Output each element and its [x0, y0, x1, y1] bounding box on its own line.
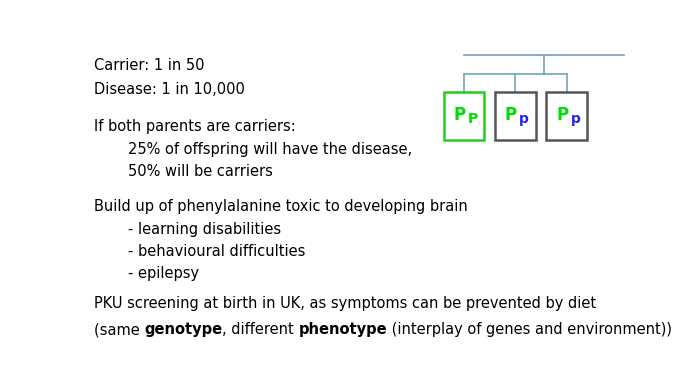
Text: Build up of phenylalanine toxic to developing brain: Build up of phenylalanine toxic to devel…: [94, 199, 468, 214]
Text: genotype: genotype: [144, 322, 222, 337]
Text: 50% will be carriers: 50% will be carriers: [128, 164, 273, 179]
FancyBboxPatch shape: [547, 92, 587, 140]
Text: - epilepsy: - epilepsy: [128, 266, 199, 281]
Text: Disease: 1 in 10,000: Disease: 1 in 10,000: [94, 81, 245, 97]
Text: If both parents are carriers:: If both parents are carriers:: [94, 119, 296, 134]
Text: p: p: [570, 112, 580, 126]
Text: PKU screening at birth in UK, as symptoms can be prevented by diet: PKU screening at birth in UK, as symptom…: [94, 296, 596, 311]
Text: P: P: [454, 106, 466, 124]
FancyBboxPatch shape: [444, 92, 484, 140]
Text: Carrier: 1 in 50: Carrier: 1 in 50: [94, 58, 204, 73]
Text: P: P: [468, 112, 477, 126]
Text: (interplay of genes and environment)): (interplay of genes and environment)): [387, 322, 672, 337]
Text: (same: (same: [94, 322, 144, 337]
Text: P: P: [505, 106, 517, 124]
Text: phenotype: phenotype: [298, 322, 387, 337]
Text: P: P: [556, 106, 568, 124]
Text: 25% of offspring will have the disease,: 25% of offspring will have the disease,: [128, 143, 412, 158]
Text: - learning disabilities: - learning disabilities: [128, 222, 281, 237]
FancyBboxPatch shape: [495, 92, 535, 140]
Text: - behavioural difficulties: - behavioural difficulties: [128, 244, 305, 259]
Text: p: p: [519, 112, 529, 126]
Text: , different: , different: [222, 322, 298, 337]
